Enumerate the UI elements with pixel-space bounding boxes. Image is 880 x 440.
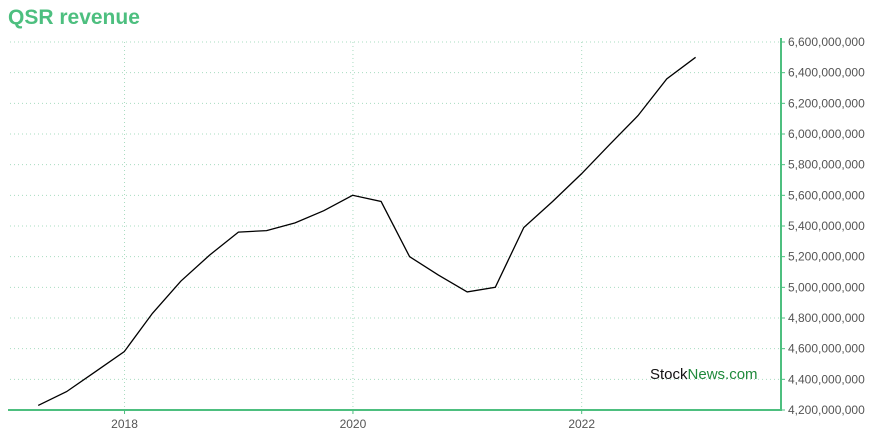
series-line bbox=[37, 56, 696, 406]
y-tick-label: 6,600,000,000 bbox=[788, 35, 865, 49]
y-tick-label: 5,400,000,000 bbox=[788, 219, 865, 233]
y-tick-label: 4,600,000,000 bbox=[788, 342, 865, 356]
y-axis-ticks: 4,200,000,000 4,400,000,000 4,600,000,000 4… bbox=[781, 35, 865, 417]
x-tick-label: 2018 bbox=[111, 417, 138, 431]
x-tick-label: 2022 bbox=[568, 417, 595, 431]
watermark-part1: Stock bbox=[650, 366, 688, 383]
x-tick-label: 2020 bbox=[340, 417, 367, 431]
watermark-part2: News.com bbox=[687, 366, 758, 383]
y-tick-label: 5,800,000,000 bbox=[788, 158, 865, 172]
x-axis-ticks: 2018 2020 2022 bbox=[111, 410, 595, 431]
y-tick-label: 4,800,000,000 bbox=[788, 311, 865, 325]
y-tick-label: 6,200,000,000 bbox=[788, 96, 865, 110]
watermark-logo: StockNews.com bbox=[650, 366, 758, 383]
y-tick-label: 5,200,000,000 bbox=[788, 250, 865, 264]
y-tick-label: 4,400,000,000 bbox=[788, 372, 865, 386]
axes bbox=[8, 38, 782, 411]
y-tick-label: 5,600,000,000 bbox=[788, 188, 865, 202]
chart-title: QSR revenue bbox=[8, 6, 140, 29]
y-tick-label: 4,200,000,000 bbox=[788, 403, 865, 417]
grid-lines bbox=[10, 41, 781, 411]
y-tick-label: 6,400,000,000 bbox=[788, 66, 865, 80]
y-tick-label: 5,000,000,000 bbox=[788, 280, 865, 294]
y-tick-label: 6,000,000,000 bbox=[788, 127, 865, 141]
